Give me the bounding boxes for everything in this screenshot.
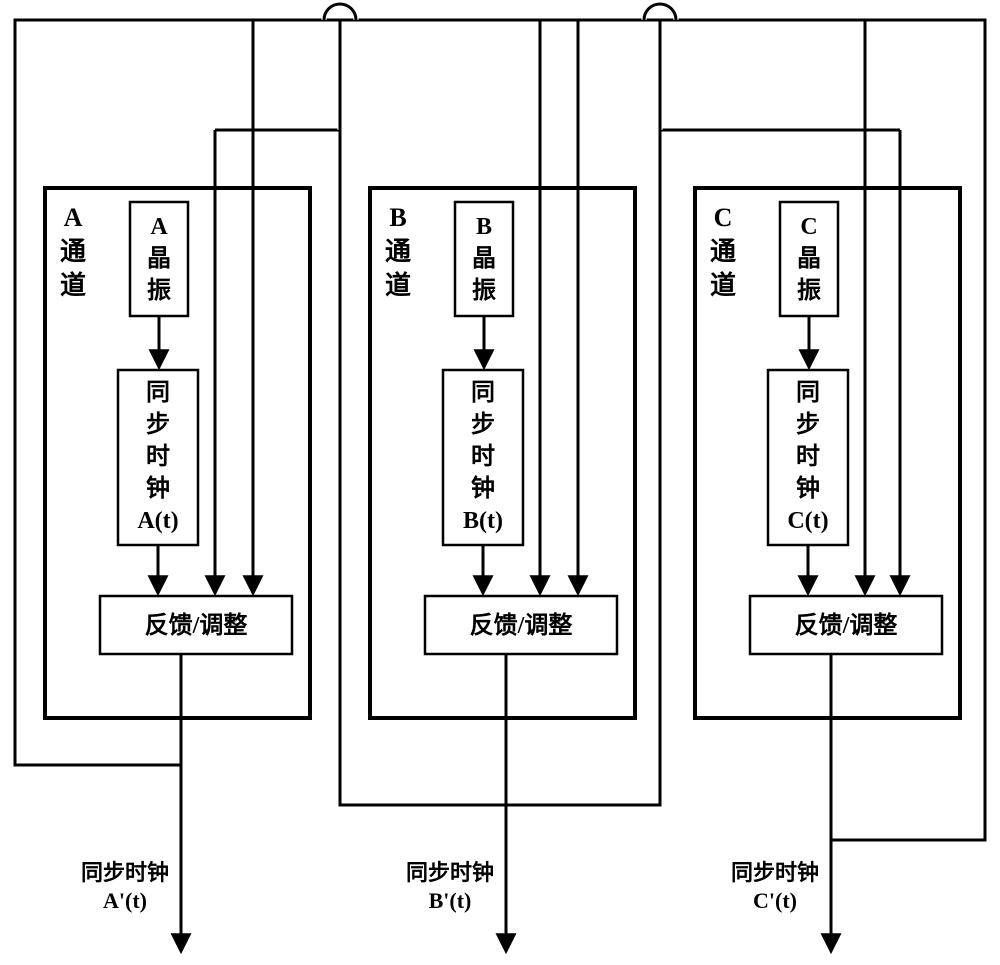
sync-clock-B-label-4: B(t) <box>463 508 503 534</box>
channel-B-label-2: 道 <box>385 270 411 300</box>
sync-clock-B-label-1: 步 <box>471 411 495 438</box>
sync-clock-A-label-4: A(t) <box>137 508 178 534</box>
sync-clock-A-label-3: 钟 <box>146 475 170 502</box>
channel-B-label-1: 通 <box>385 237 411 266</box>
channel-A-label-1: 通 <box>60 237 86 266</box>
channel-C-label-2: 道 <box>710 270 736 300</box>
sync-clock-C-label-4: C(t) <box>787 508 828 534</box>
channel-B-label-0: B <box>389 203 406 232</box>
oscillator-A-label-0: A <box>150 214 168 240</box>
sync-clock-C-label-2: 时 <box>796 443 820 470</box>
output-label-A-1: A'(t) <box>103 888 147 913</box>
sync-clock-A-label-2: 时 <box>146 443 170 470</box>
output-label-C-1: C'(t) <box>753 888 797 913</box>
feedback-A-label: 反馈/调整 <box>145 612 248 639</box>
sync-clock-B-label-2: 时 <box>471 443 495 470</box>
output-label-C-0: 同步时钟 <box>731 860 819 885</box>
channel-C-label-1: 通 <box>710 237 736 266</box>
sync-clock-C-label-1: 步 <box>796 411 820 438</box>
oscillator-C-label-0: C <box>800 214 817 240</box>
channel-A-label-0: A <box>64 203 83 232</box>
output-label-B-0: 同步时钟 <box>406 860 494 885</box>
sync-clock-A-label-1: 步 <box>146 411 170 438</box>
oscillator-B-label-2: 振 <box>472 277 496 304</box>
oscillator-B-label-1: 晶 <box>472 246 496 272</box>
output-label-A-0: 同步时钟 <box>81 860 169 885</box>
oscillator-C-label-1: 晶 <box>797 246 821 272</box>
sync-clock-C-label-0: 同 <box>796 380 820 406</box>
oscillator-A-label-2: 振 <box>147 277 171 304</box>
sync-clock-A-label-0: 同 <box>146 380 170 406</box>
output-label-B-1: B'(t) <box>429 888 472 913</box>
oscillator-B-label-0: B <box>476 214 492 240</box>
sync-clock-B-label-0: 同 <box>471 380 495 406</box>
feedback-C-label: 反馈/调整 <box>795 612 898 639</box>
feedback-B-label: 反馈/调整 <box>470 612 573 639</box>
oscillator-A-label-1: 晶 <box>147 246 171 272</box>
sync-clock-C-label-3: 钟 <box>796 475 820 502</box>
channel-C-label-0: C <box>714 203 733 232</box>
sync-clock-B-label-3: 钟 <box>471 475 495 502</box>
channel-A-label-2: 道 <box>60 270 86 300</box>
oscillator-C-label-2: 振 <box>797 277 821 304</box>
clock-sync-diagram: A通道A晶振同步时钟A(t)反馈/调整同步时钟A'(t)B通道B晶振同步时钟B(… <box>0 0 1000 965</box>
